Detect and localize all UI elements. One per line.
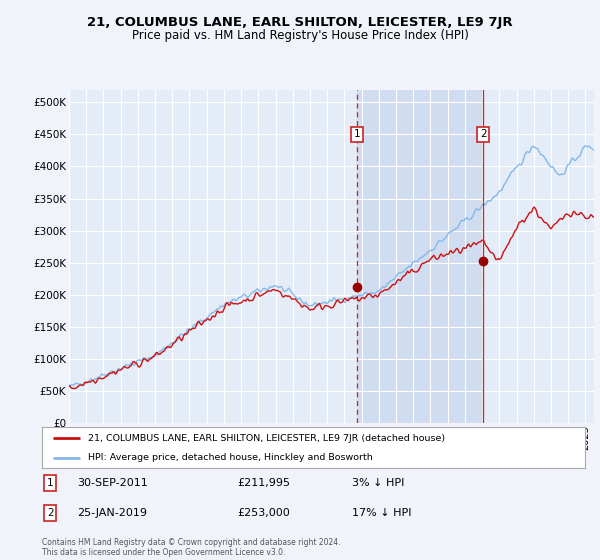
Text: 2: 2 — [47, 508, 53, 518]
Text: HPI: Average price, detached house, Hinckley and Bosworth: HPI: Average price, detached house, Hinc… — [88, 453, 373, 462]
Text: £211,995: £211,995 — [238, 478, 290, 488]
Text: Price paid vs. HM Land Registry's House Price Index (HPI): Price paid vs. HM Land Registry's House … — [131, 29, 469, 42]
Text: 17% ↓ HPI: 17% ↓ HPI — [352, 508, 411, 518]
Text: Contains HM Land Registry data © Crown copyright and database right 2024.
This d: Contains HM Land Registry data © Crown c… — [42, 538, 341, 557]
Text: 1: 1 — [354, 129, 361, 139]
Text: 21, COLUMBUS LANE, EARL SHILTON, LEICESTER, LE9 7JR (detached house): 21, COLUMBUS LANE, EARL SHILTON, LEICEST… — [88, 433, 445, 442]
Bar — [358, 90, 484, 423]
Text: 25-JAN-2019: 25-JAN-2019 — [77, 508, 147, 518]
Text: 30-SEP-2011: 30-SEP-2011 — [77, 478, 148, 488]
Text: £253,000: £253,000 — [238, 508, 290, 518]
Text: 3% ↓ HPI: 3% ↓ HPI — [352, 478, 404, 488]
Text: 2: 2 — [480, 129, 487, 139]
Text: 21, COLUMBUS LANE, EARL SHILTON, LEICESTER, LE9 7JR: 21, COLUMBUS LANE, EARL SHILTON, LEICEST… — [87, 16, 513, 29]
Text: 1: 1 — [47, 478, 53, 488]
